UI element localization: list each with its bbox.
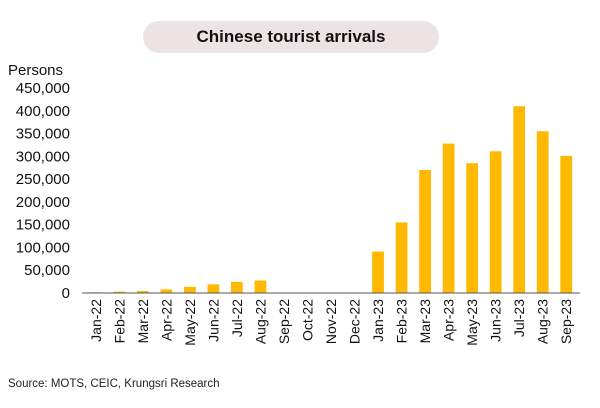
bar-aug-22 <box>254 280 267 293</box>
bar-mar-22 <box>136 290 149 293</box>
bar-may-23 <box>466 163 479 293</box>
x-tick-label: Aug-23 <box>535 299 551 344</box>
bar-feb-22 <box>113 291 126 293</box>
y-tick-label: 350,000 <box>16 126 70 143</box>
x-tick-label: Apr-23 <box>441 299 457 341</box>
bar-apr-23 <box>442 143 455 293</box>
y-axis-label: Persons <box>8 62 63 79</box>
bar-sep-23 <box>560 155 573 293</box>
y-tick-label: 300,000 <box>16 148 70 165</box>
x-tick-label: Jul-22 <box>229 299 245 337</box>
x-tick-label: Dec-22 <box>347 299 363 344</box>
x-axis-ticks: Jan-22 Feb-22 Mar-22 Apr-22 May-22 Jun-22 Jul-… <box>88 299 574 346</box>
x-tick-label: Oct-22 <box>299 299 315 341</box>
x-tick-label: Sep-23 <box>558 299 574 344</box>
x-tick-label: Aug-22 <box>252 299 268 344</box>
y-tick-label: 250,000 <box>16 171 70 188</box>
y-tick-label: 400,000 <box>16 103 70 120</box>
y-tick-label: 450,000 <box>16 80 70 97</box>
y-tick-label: 50,000 <box>24 262 70 279</box>
y-tick-label: 0 <box>62 285 70 302</box>
bars <box>89 106 573 293</box>
x-tick-label: Feb-23 <box>394 299 410 344</box>
bar-jun-22 <box>207 284 220 293</box>
x-tick-label: Jan-23 <box>370 299 386 342</box>
bar-apr-22 <box>160 289 173 293</box>
bar-jun-23 <box>489 151 502 293</box>
bar-aug-23 <box>536 131 549 293</box>
y-axis-ticks: 0 50,000 100,000 150,000 200,000 250,000 300,0… <box>16 80 70 302</box>
x-tick-label: Sep-22 <box>276 299 292 344</box>
bar-may-22 <box>183 286 196 293</box>
y-tick-label: 200,000 <box>16 194 70 211</box>
x-tick-label: May-22 <box>182 299 198 346</box>
y-tick-label: 150,000 <box>16 217 70 234</box>
x-tick-label: Apr-22 <box>158 299 174 341</box>
bar-jul-22 <box>231 281 243 293</box>
x-tick-label: Jun-22 <box>205 299 221 342</box>
bar-feb-23 <box>395 222 408 293</box>
chart-title: Chinese tourist arrivals <box>143 21 439 53</box>
bar-jan-23 <box>372 251 384 293</box>
bar-mar-23 <box>419 170 431 293</box>
x-tick-label: Mar-23 <box>417 299 433 344</box>
x-tick-label: Mar-22 <box>135 299 151 344</box>
bar-chart: Persons 0 50,000 100,000 150,000 200,000 250,… <box>8 62 580 346</box>
x-tick-label: Feb-22 <box>111 299 127 344</box>
x-tick-label: May-23 <box>464 299 480 346</box>
y-tick-label: 100,000 <box>16 239 70 256</box>
x-tick-label: Jan-22 <box>88 299 104 342</box>
x-tick-label: Nov-22 <box>323 299 339 344</box>
source-note: Source: MOTS, CEIC, Krungsri Research <box>8 378 220 390</box>
x-tick-label: Jul-23 <box>511 299 527 337</box>
bar-jul-23 <box>513 106 526 293</box>
x-tick-label: Jun-23 <box>488 299 504 342</box>
